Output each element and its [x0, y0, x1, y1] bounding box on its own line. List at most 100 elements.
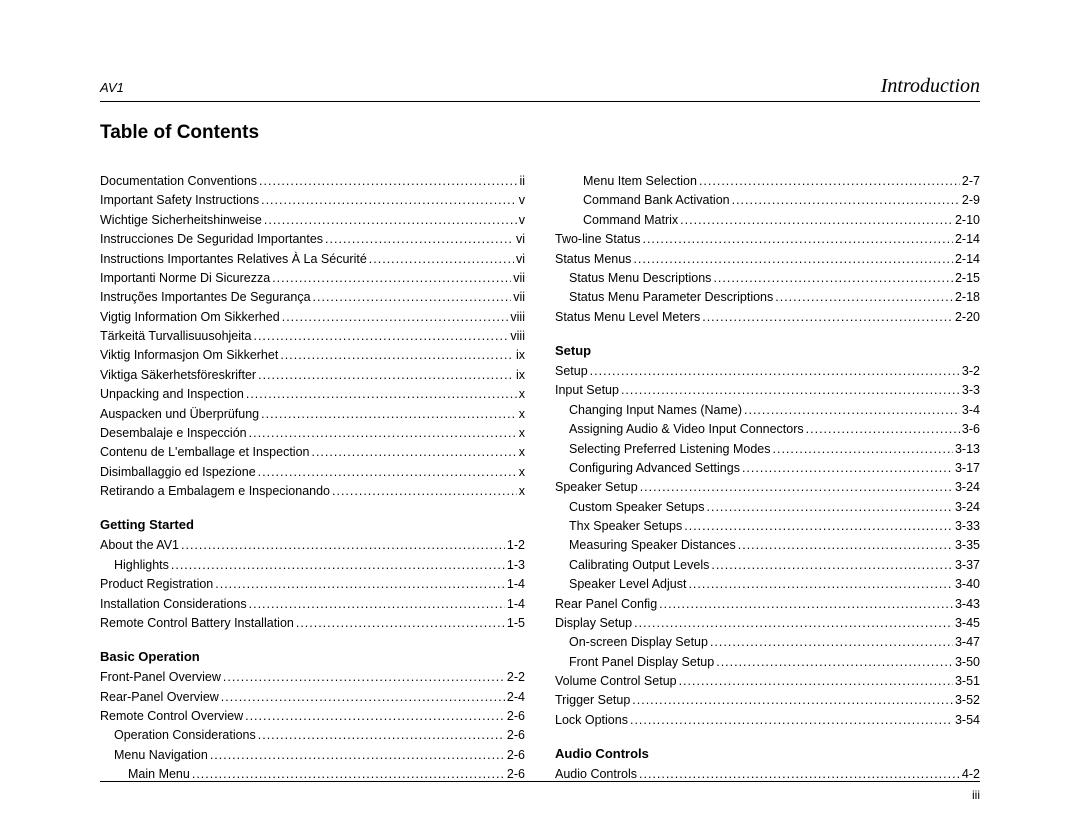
toc-line: Display Setup3-45: [555, 614, 980, 633]
toc-page: 2-15: [953, 269, 980, 288]
toc-label: Changing Input Names (Name): [569, 401, 742, 420]
toc-line: Speaker Setup3-24: [555, 478, 980, 497]
toc-dots: [259, 191, 517, 210]
toc-label: Custom Speaker Setups: [569, 498, 705, 517]
toc-line: Changing Input Names (Name) 3-4: [555, 401, 980, 420]
toc-label: Instrucciones De Seguridad Importantes: [100, 230, 323, 249]
toc-dots: [708, 633, 953, 652]
toc-dots: [208, 746, 505, 765]
toc-page: x: [517, 424, 525, 443]
toc-label: Lock Options: [555, 711, 628, 730]
toc-label: Remote Control Battery Installation: [100, 614, 294, 633]
toc-dots: [256, 726, 505, 745]
toc-label: Instructions Importantes Relatives À La …: [100, 250, 367, 269]
toc-dots: [280, 308, 509, 327]
toc-page: 3-17: [953, 459, 980, 478]
toc-line: Measuring Speaker Distances3-35: [555, 536, 980, 555]
toc-line: About the AV11-2: [100, 536, 525, 555]
toc-label: Input Setup: [555, 381, 619, 400]
toc-dots: [309, 443, 516, 462]
toc-dots: [221, 668, 505, 687]
toc-dots: [657, 595, 953, 614]
toc-page: 3-47: [953, 633, 980, 652]
toc-dots: [630, 691, 953, 710]
toc-dots: [804, 420, 960, 439]
toc-page: 3-4: [960, 401, 980, 420]
toc-dots: [251, 327, 508, 346]
toc-line: Highlights1-3: [100, 556, 525, 575]
toc-page: 3-13: [953, 440, 980, 459]
toc-line: Custom Speaker Setups3-24: [555, 498, 980, 517]
toc-label: Calibrating Output Levels: [569, 556, 709, 575]
toc-label: Selecting Preferred Listening Modes: [569, 440, 771, 459]
toc-line: Rear-Panel Overview2-4: [100, 688, 525, 707]
toc-dots: [740, 459, 953, 478]
toc-label: Status Menu Descriptions: [569, 269, 711, 288]
toc-line: Status Menu Level Meters2-20: [555, 308, 980, 327]
toc-page: 3-50: [953, 653, 980, 672]
toc-dots: [773, 288, 953, 307]
toc-label: Front-Panel Overview: [100, 668, 221, 687]
toc-line: Menu Item Selection2-7: [555, 172, 980, 191]
toc-label: Operation Considerations: [114, 726, 256, 745]
toc-line: Lock Options3-54: [555, 711, 980, 730]
basic-operation-section: Front-Panel Overview2-2Rear-Panel Overvi…: [100, 668, 525, 784]
toc-line: Calibrating Output Levels 3-37: [555, 556, 980, 575]
toc-line: Volume Control Setup3-51: [555, 672, 980, 691]
toc-label: Setup: [555, 362, 588, 381]
toc-label: Menu Navigation: [114, 746, 208, 765]
toc-label: Assigning Audio & Video Input Connectors: [569, 420, 804, 439]
toc-dots: [270, 269, 511, 288]
toc-label: Auspacken und Überprüfung: [100, 405, 259, 424]
toc-label: Wichtige Sicherheitshinweise: [100, 211, 262, 230]
toc-dots: [256, 463, 517, 482]
toc-page: 3-40: [953, 575, 980, 594]
toc-dots: [219, 688, 505, 707]
toc-line: Instrucciones De Seguridad Importantesvi: [100, 230, 525, 249]
toc-dots: [640, 230, 953, 249]
toc-page: 2-7: [960, 172, 980, 191]
toc-page: ix: [514, 366, 525, 385]
heading-setup: Setup: [555, 343, 980, 358]
toc-line: Menu Navigation2-6: [100, 746, 525, 765]
toc-line: Important Safety Instructionsv: [100, 191, 525, 210]
toc-dots: [771, 440, 953, 459]
toc-dots: [736, 536, 953, 555]
toc-page: 2-2: [505, 668, 525, 687]
toc-label: Rear-Panel Overview: [100, 688, 219, 707]
toc-page: 2-14: [953, 250, 980, 269]
toc-line: Command Matrix2-10: [555, 211, 980, 230]
toc-page: 1-5: [505, 614, 525, 633]
toc-page: 3-6: [960, 420, 980, 439]
toc-dots: [257, 172, 517, 191]
toc-dots: [705, 498, 953, 517]
toc-line: Retirando a Embalagem e Inspecionandox: [100, 482, 525, 501]
toc-line: Desembalaje e Inspecciónx: [100, 424, 525, 443]
toc-page: 1-2: [505, 536, 525, 555]
continuation-section: Menu Item Selection2-7Command Bank Activ…: [555, 172, 980, 327]
toc-page: 3-37: [953, 556, 980, 575]
toc-label: Important Safety Instructions: [100, 191, 259, 210]
toc-label: Vigtig Information Om Sikkerhed: [100, 308, 280, 327]
toc-line: Trigger Setup3-52: [555, 691, 980, 710]
toc-page: v: [517, 211, 525, 230]
toc-label: Rear Panel Config: [555, 595, 657, 614]
toc-label: Disimballaggio ed Ispezione: [100, 463, 256, 482]
toc-page: 3-3: [960, 381, 980, 400]
toc-page: ix: [514, 346, 525, 365]
toc-line: Auspacken und Überprüfungx: [100, 405, 525, 424]
toc-line: Configuring Advanced Settings3-17: [555, 459, 980, 478]
toc-line: Thx Speaker Setups3-33: [555, 517, 980, 536]
toc-page: 2-6: [505, 707, 525, 726]
toc-label: Command Bank Activation: [583, 191, 730, 210]
page-footer: iii: [100, 781, 980, 802]
toc-line: Rear Panel Config3-43: [555, 595, 980, 614]
toc-line: Installation Considerations1-4: [100, 595, 525, 614]
toc-label: Remote Control Overview: [100, 707, 243, 726]
toc-page: 3-33: [953, 517, 980, 536]
header-left: AV1: [100, 80, 124, 95]
toc-dots: [711, 269, 953, 288]
toc-page: viii: [508, 327, 525, 346]
toc-page: x: [517, 385, 525, 404]
toc-dots: [619, 381, 960, 400]
